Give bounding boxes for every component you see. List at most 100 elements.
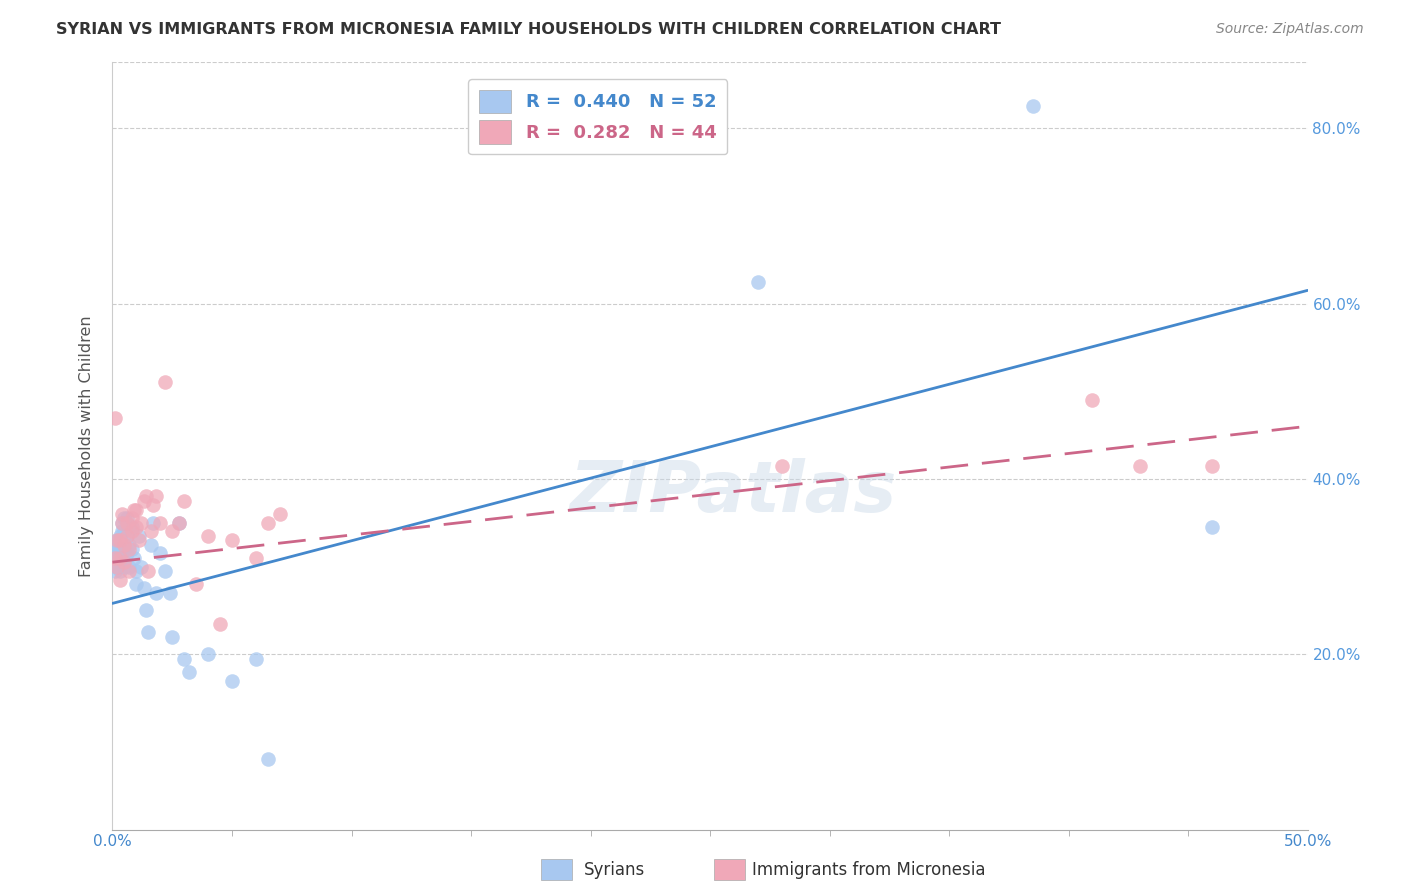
Point <box>114 524 135 539</box>
Point <box>209 616 232 631</box>
Point <box>114 555 135 569</box>
Point <box>128 529 150 543</box>
Point <box>118 538 141 552</box>
Point <box>173 493 195 508</box>
Point <box>125 577 148 591</box>
Point <box>104 550 127 565</box>
Point <box>138 564 160 578</box>
Point <box>114 559 135 574</box>
Point <box>108 573 131 587</box>
Point <box>162 630 183 644</box>
Point <box>173 651 195 665</box>
Point <box>105 533 128 548</box>
Point <box>1201 458 1223 473</box>
Text: SYRIAN VS IMMIGRANTS FROM MICRONESIA FAMILY HOUSEHOLDS WITH CHILDREN CORRELATION: SYRIAN VS IMMIGRANTS FROM MICRONESIA FAM… <box>56 22 1001 37</box>
Point <box>121 511 143 525</box>
Point <box>105 546 128 560</box>
Point <box>111 516 134 530</box>
Point <box>121 520 143 534</box>
Text: ZIPatlas: ZIPatlas <box>571 458 897 526</box>
Point <box>145 586 167 600</box>
Point <box>135 603 157 617</box>
Point <box>186 577 208 591</box>
Point <box>111 516 134 530</box>
Point <box>138 625 160 640</box>
Point <box>115 546 138 560</box>
Point <box>177 665 200 679</box>
Point <box>108 555 131 569</box>
Point <box>129 559 152 574</box>
Text: Syrians: Syrians <box>583 861 645 879</box>
Point <box>108 541 131 556</box>
Point <box>245 550 267 565</box>
Point <box>1201 520 1223 534</box>
Point <box>153 564 176 578</box>
Point <box>135 490 157 504</box>
Point <box>104 410 127 425</box>
Point <box>169 516 191 530</box>
Point <box>105 533 128 548</box>
Point <box>122 550 145 565</box>
Point <box>118 541 141 556</box>
Point <box>115 529 138 543</box>
Point <box>139 524 162 539</box>
Point <box>125 564 148 578</box>
Point <box>111 524 134 539</box>
Point <box>105 559 128 574</box>
Point <box>118 564 141 578</box>
Legend: R =  0.440   N = 52, R =  0.282   N = 44: R = 0.440 N = 52, R = 0.282 N = 44 <box>468 79 727 154</box>
Point <box>114 511 135 525</box>
Point <box>108 529 131 543</box>
Point <box>149 516 172 530</box>
Point <box>114 538 135 552</box>
Point <box>169 516 191 530</box>
Point <box>153 376 176 390</box>
Point <box>104 550 127 565</box>
Point <box>111 550 134 565</box>
Point <box>115 516 138 530</box>
Point <box>111 538 134 552</box>
Point <box>162 524 183 539</box>
Point <box>121 541 143 556</box>
Point <box>142 516 165 530</box>
Point <box>221 533 243 548</box>
Point <box>257 752 280 766</box>
Point <box>115 529 138 543</box>
Point <box>1129 458 1152 473</box>
Text: Immigrants from Micronesia: Immigrants from Micronesia <box>752 861 986 879</box>
Point <box>747 275 769 289</box>
Point <box>125 520 148 534</box>
Point <box>125 502 148 516</box>
Point <box>770 458 793 473</box>
Point <box>197 529 219 543</box>
Text: Source: ZipAtlas.com: Source: ZipAtlas.com <box>1216 22 1364 37</box>
Point <box>108 564 131 578</box>
Point <box>269 507 291 521</box>
Point <box>1081 392 1104 407</box>
Point <box>114 541 135 556</box>
Point <box>149 546 172 560</box>
Point <box>128 533 150 548</box>
Point <box>197 647 219 661</box>
Point <box>139 538 162 552</box>
Point <box>132 582 155 596</box>
Point <box>118 520 141 534</box>
Point <box>105 559 128 574</box>
Point <box>104 541 127 556</box>
Point <box>108 533 131 548</box>
Point <box>221 673 243 688</box>
Point <box>121 524 143 539</box>
Point <box>142 498 165 512</box>
Point <box>159 586 181 600</box>
Y-axis label: Family Households with Children: Family Households with Children <box>79 315 94 577</box>
Point <box>111 507 134 521</box>
Point <box>105 538 128 552</box>
Point <box>122 502 145 516</box>
Point <box>104 564 127 578</box>
Point <box>1022 99 1045 113</box>
Point <box>118 559 141 574</box>
Point <box>245 651 267 665</box>
Point <box>145 490 167 504</box>
Point <box>132 493 155 508</box>
Point <box>115 511 138 525</box>
